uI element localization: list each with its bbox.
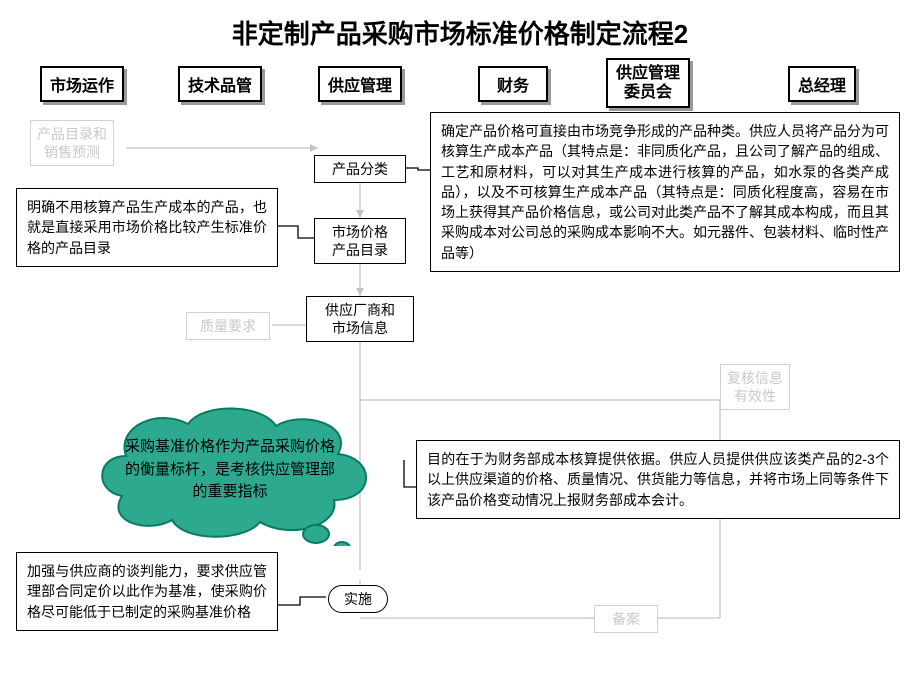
header-supply-committee: 供应管理 委员会 (606, 58, 690, 108)
textbox-left-2: 加强与供应商的谈判能力，要求供应管理部合同定价以此作为基准，使采购价格尽可能低于… (16, 552, 278, 631)
ghost-filing: 备案 (594, 605, 658, 633)
textbox-right-2: 目的在于为财务部成本核算提供依据。供应人员提供供应该类产品的2-3个以上供应渠道… (416, 440, 900, 519)
header-tech-quality: 技术品管 (178, 66, 262, 102)
box-supplier-market-info: 供应厂商和 市场信息 (306, 296, 414, 342)
header-market-ops: 市场运作 (40, 66, 124, 102)
ghost-quality-req: 质量要求 (186, 312, 270, 340)
box-market-price-catalog: 市场价格 产品目录 (314, 218, 406, 264)
page-title: 非定制产品采购市场标准价格制定流程2 (0, 14, 920, 51)
box-product-classify: 产品分类 (314, 155, 406, 183)
ghost-review-info: 复核信息 有效性 (720, 364, 790, 410)
ghost-product-catalog: 产品目录和 销售预测 (30, 120, 114, 166)
textbox-left-1: 明确不用核算产品生产成本的产品，也就是直接采用市场价格比较产生标准价格的产品目录 (16, 188, 278, 267)
header-finance: 财务 (478, 66, 548, 102)
cloud-benchmark-price: 采购基准价格作为产品采购价格的衡量标杆，是考核供应管理部的重要指标 (76, 396, 396, 546)
header-gm: 总经理 (788, 66, 856, 102)
header-supply-mgmt: 供应管理 (318, 66, 402, 102)
cloud-text: 采购基准价格作为产品采购价格的衡量标杆，是考核供应管理部的重要指标 (124, 436, 336, 504)
textbox-right-1: 确定产品价格可直接由市场竞争形成的产品种类。供应人员将产品分为可核算生产成本产品… (430, 112, 900, 272)
box-implement: 实施 (328, 585, 388, 613)
